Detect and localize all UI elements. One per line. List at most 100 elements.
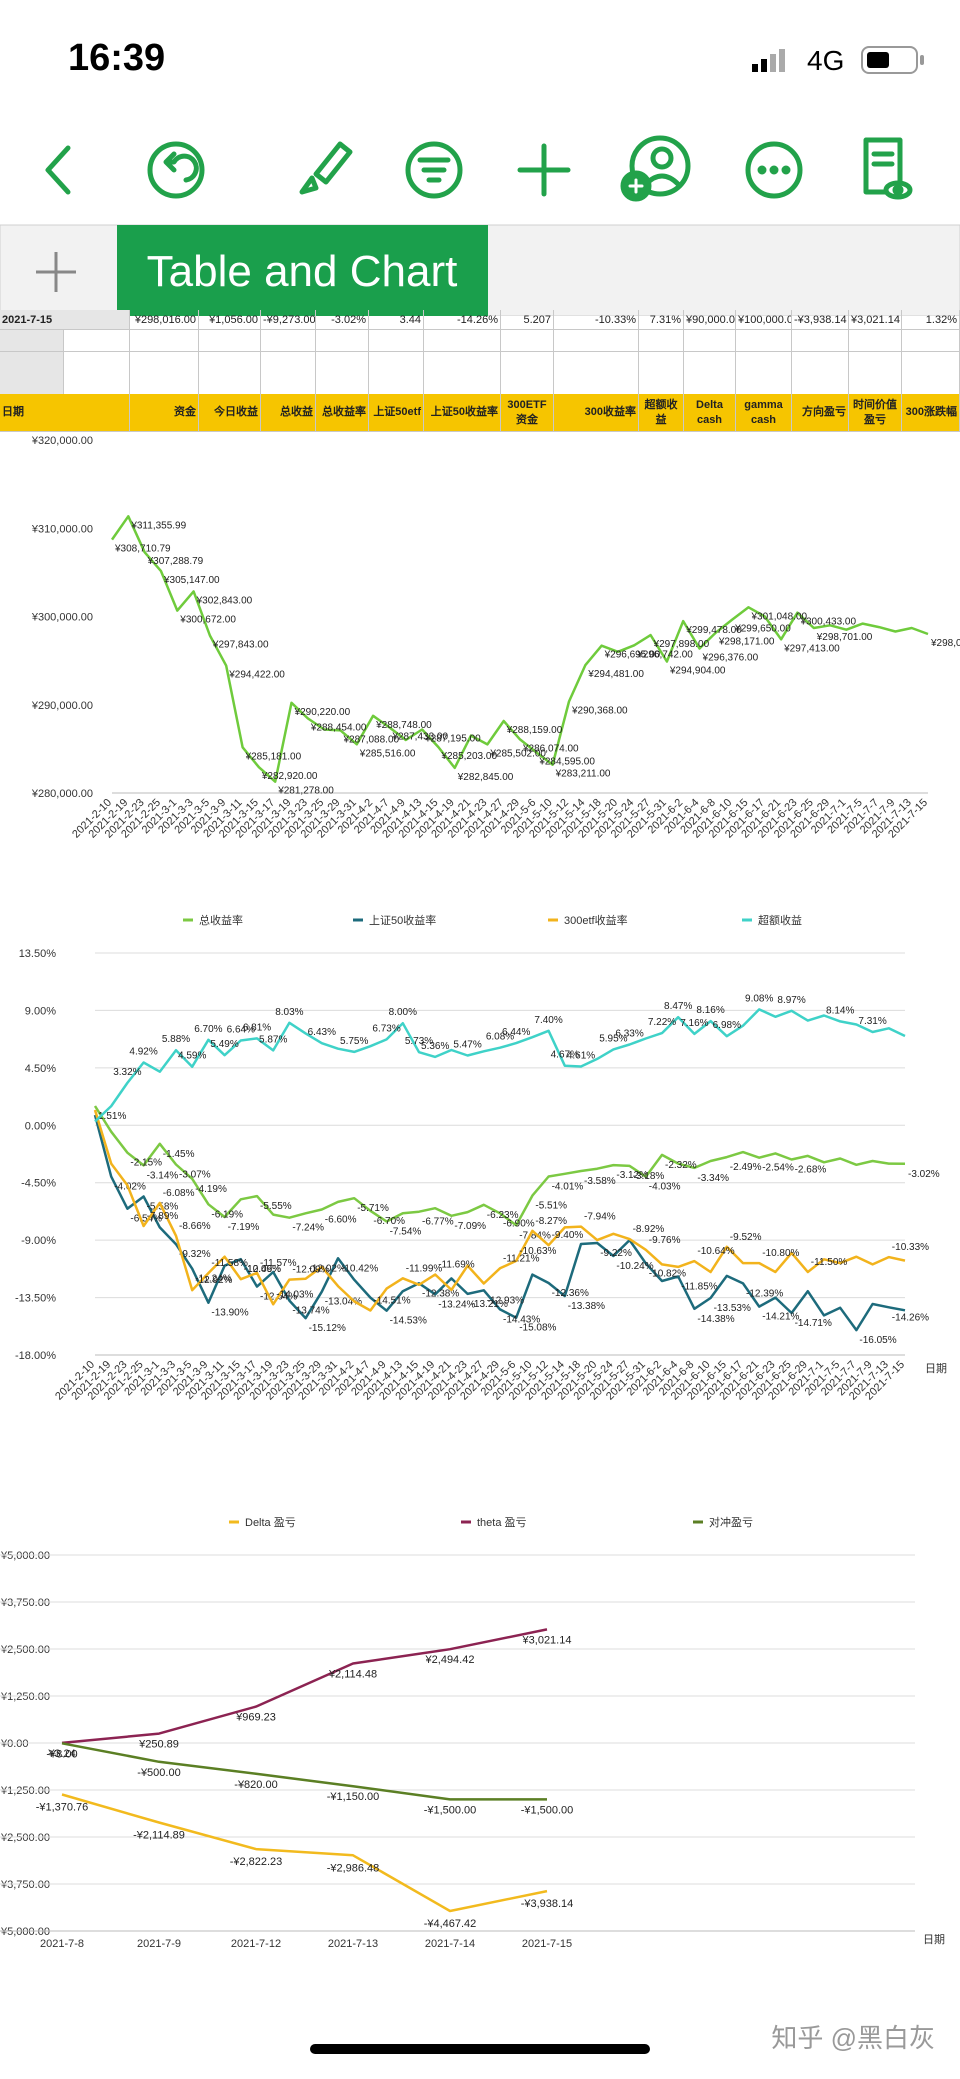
data-label: 5.88% <box>162 1034 190 1045</box>
table-cell[interactable]: 3.44 <box>369 310 424 330</box>
brush-button[interactable] <box>299 141 353 195</box>
empty-cell[interactable] <box>316 330 369 352</box>
header-cell[interactable]: 总收益 <box>261 394 316 432</box>
empty-cell[interactable] <box>554 330 639 352</box>
empty-cell[interactable] <box>64 373 130 395</box>
data-label: -¥3,938.14 <box>521 1898 574 1910</box>
empty-cell[interactable] <box>501 373 554 395</box>
empty-cell[interactable] <box>316 352 369 374</box>
table-cell[interactable]: -3.02% <box>316 310 369 330</box>
empty-cell[interactable] <box>792 330 849 352</box>
table-cell[interactable]: -10.33% <box>554 310 639 330</box>
empty-cell[interactable] <box>261 352 316 374</box>
empty-cell[interactable] <box>849 373 902 395</box>
table-cell[interactable]: -¥3,938.14 <box>792 310 849 330</box>
empty-cell[interactable] <box>199 373 261 395</box>
empty-cell[interactable] <box>684 352 736 374</box>
empty-cell[interactable] <box>199 330 261 352</box>
empty-cell[interactable] <box>424 330 501 352</box>
data-label: 8.14% <box>826 1005 854 1016</box>
empty-cell[interactable] <box>902 352 960 374</box>
empty-cell[interactable] <box>199 352 261 374</box>
series-line <box>110 515 929 783</box>
header-cell[interactable]: 方向盈亏 <box>792 394 849 432</box>
empty-cell[interactable] <box>261 373 316 395</box>
active-tab[interactable] <box>117 225 488 316</box>
table-cell[interactable]: -14.26% <box>424 310 501 330</box>
add-button[interactable] <box>517 143 571 197</box>
table-cell[interactable]: ¥298,016.00 <box>130 310 199 330</box>
header-cell[interactable]: Delta cash <box>684 394 736 432</box>
empty-cell[interactable] <box>369 352 424 374</box>
data-label: -8.27% <box>535 1216 567 1227</box>
data-label: -13.24% <box>438 1299 475 1310</box>
empty-cell[interactable] <box>501 330 554 352</box>
empty-cell[interactable] <box>736 352 792 374</box>
header-cell[interactable]: 300收益率 <box>554 394 639 432</box>
header-cell[interactable]: 300涨跌幅 <box>902 394 960 432</box>
table-cell[interactable]: 7.31% <box>639 310 684 330</box>
undo-button[interactable] <box>147 141 205 199</box>
back-button[interactable] <box>45 145 71 195</box>
empty-cell[interactable] <box>64 330 130 352</box>
empty-cell[interactable] <box>369 373 424 395</box>
empty-cell[interactable] <box>736 330 792 352</box>
table-cell[interactable]: ¥90,000.00 <box>684 310 736 330</box>
header-cell[interactable]: 300ETF资金 <box>501 394 554 432</box>
empty-cell[interactable] <box>316 373 369 395</box>
empty-cell[interactable] <box>64 352 130 374</box>
empty-cell[interactable] <box>501 352 554 374</box>
empty-cell[interactable] <box>684 330 736 352</box>
empty-cell[interactable] <box>0 352 64 374</box>
empty-cell[interactable] <box>792 352 849 374</box>
table-cell[interactable]: ¥3,021.14 <box>849 310 902 330</box>
table-cell[interactable]: 2021-7-15 <box>0 310 130 330</box>
table-cell[interactable]: ¥100,000.00 <box>736 310 792 330</box>
empty-cell[interactable] <box>130 373 199 395</box>
data-label: -5.71% <box>357 1203 389 1214</box>
empty-cell[interactable] <box>0 330 64 352</box>
empty-cell[interactable] <box>902 330 960 352</box>
empty-cell[interactable] <box>554 373 639 395</box>
empty-cell[interactable] <box>902 373 960 395</box>
view-button[interactable] <box>863 137 913 200</box>
empty-cell[interactable] <box>639 330 684 352</box>
empty-cell[interactable] <box>849 352 902 374</box>
add-sheet-button[interactable] <box>36 252 76 292</box>
format-button[interactable] <box>405 141 463 199</box>
empty-cell[interactable] <box>0 373 64 395</box>
data-label: ¥299,478.00 <box>685 625 742 636</box>
empty-cell[interactable] <box>792 373 849 395</box>
table-cell[interactable]: -¥9,273.00 <box>261 310 316 330</box>
empty-cell[interactable] <box>130 352 199 374</box>
data-label: ¥286,074.00 <box>522 743 579 754</box>
empty-cell[interactable] <box>369 330 424 352</box>
more-button[interactable] <box>745 141 803 199</box>
empty-cell[interactable] <box>639 352 684 374</box>
header-cell[interactable]: 超额收益 <box>639 394 684 432</box>
data-label: -14.51% <box>373 1295 410 1306</box>
table-cell[interactable]: ¥1,056.00 <box>199 310 261 330</box>
data-label: -3.14% <box>147 1170 179 1181</box>
empty-cell[interactable] <box>684 373 736 395</box>
header-cell[interactable]: gamma cash <box>736 394 792 432</box>
header-cell[interactable]: 上证50收益率 <box>424 394 501 432</box>
empty-cell[interactable] <box>261 330 316 352</box>
data-label: -11.21% <box>503 1253 540 1264</box>
table-cell[interactable]: 5.207 <box>501 310 554 330</box>
collaborate-button[interactable] <box>620 135 691 202</box>
header-cell[interactable]: 总收益率 <box>316 394 369 432</box>
header-cell[interactable]: 今日收益 <box>199 394 261 432</box>
empty-cell[interactable] <box>130 330 199 352</box>
empty-cell[interactable] <box>554 352 639 374</box>
empty-cell[interactable] <box>424 373 501 395</box>
empty-cell[interactable] <box>639 373 684 395</box>
header-cell[interactable]: 上证50etf <box>369 394 424 432</box>
header-cell[interactable]: 日期 <box>0 394 130 432</box>
empty-cell[interactable] <box>424 352 501 374</box>
empty-cell[interactable] <box>736 373 792 395</box>
header-cell[interactable]: 时间价值盈亏 <box>849 394 902 432</box>
empty-cell[interactable] <box>849 330 902 352</box>
header-cell[interactable]: 资金 <box>130 394 199 432</box>
table-cell[interactable]: 1.32% <box>902 310 960 330</box>
